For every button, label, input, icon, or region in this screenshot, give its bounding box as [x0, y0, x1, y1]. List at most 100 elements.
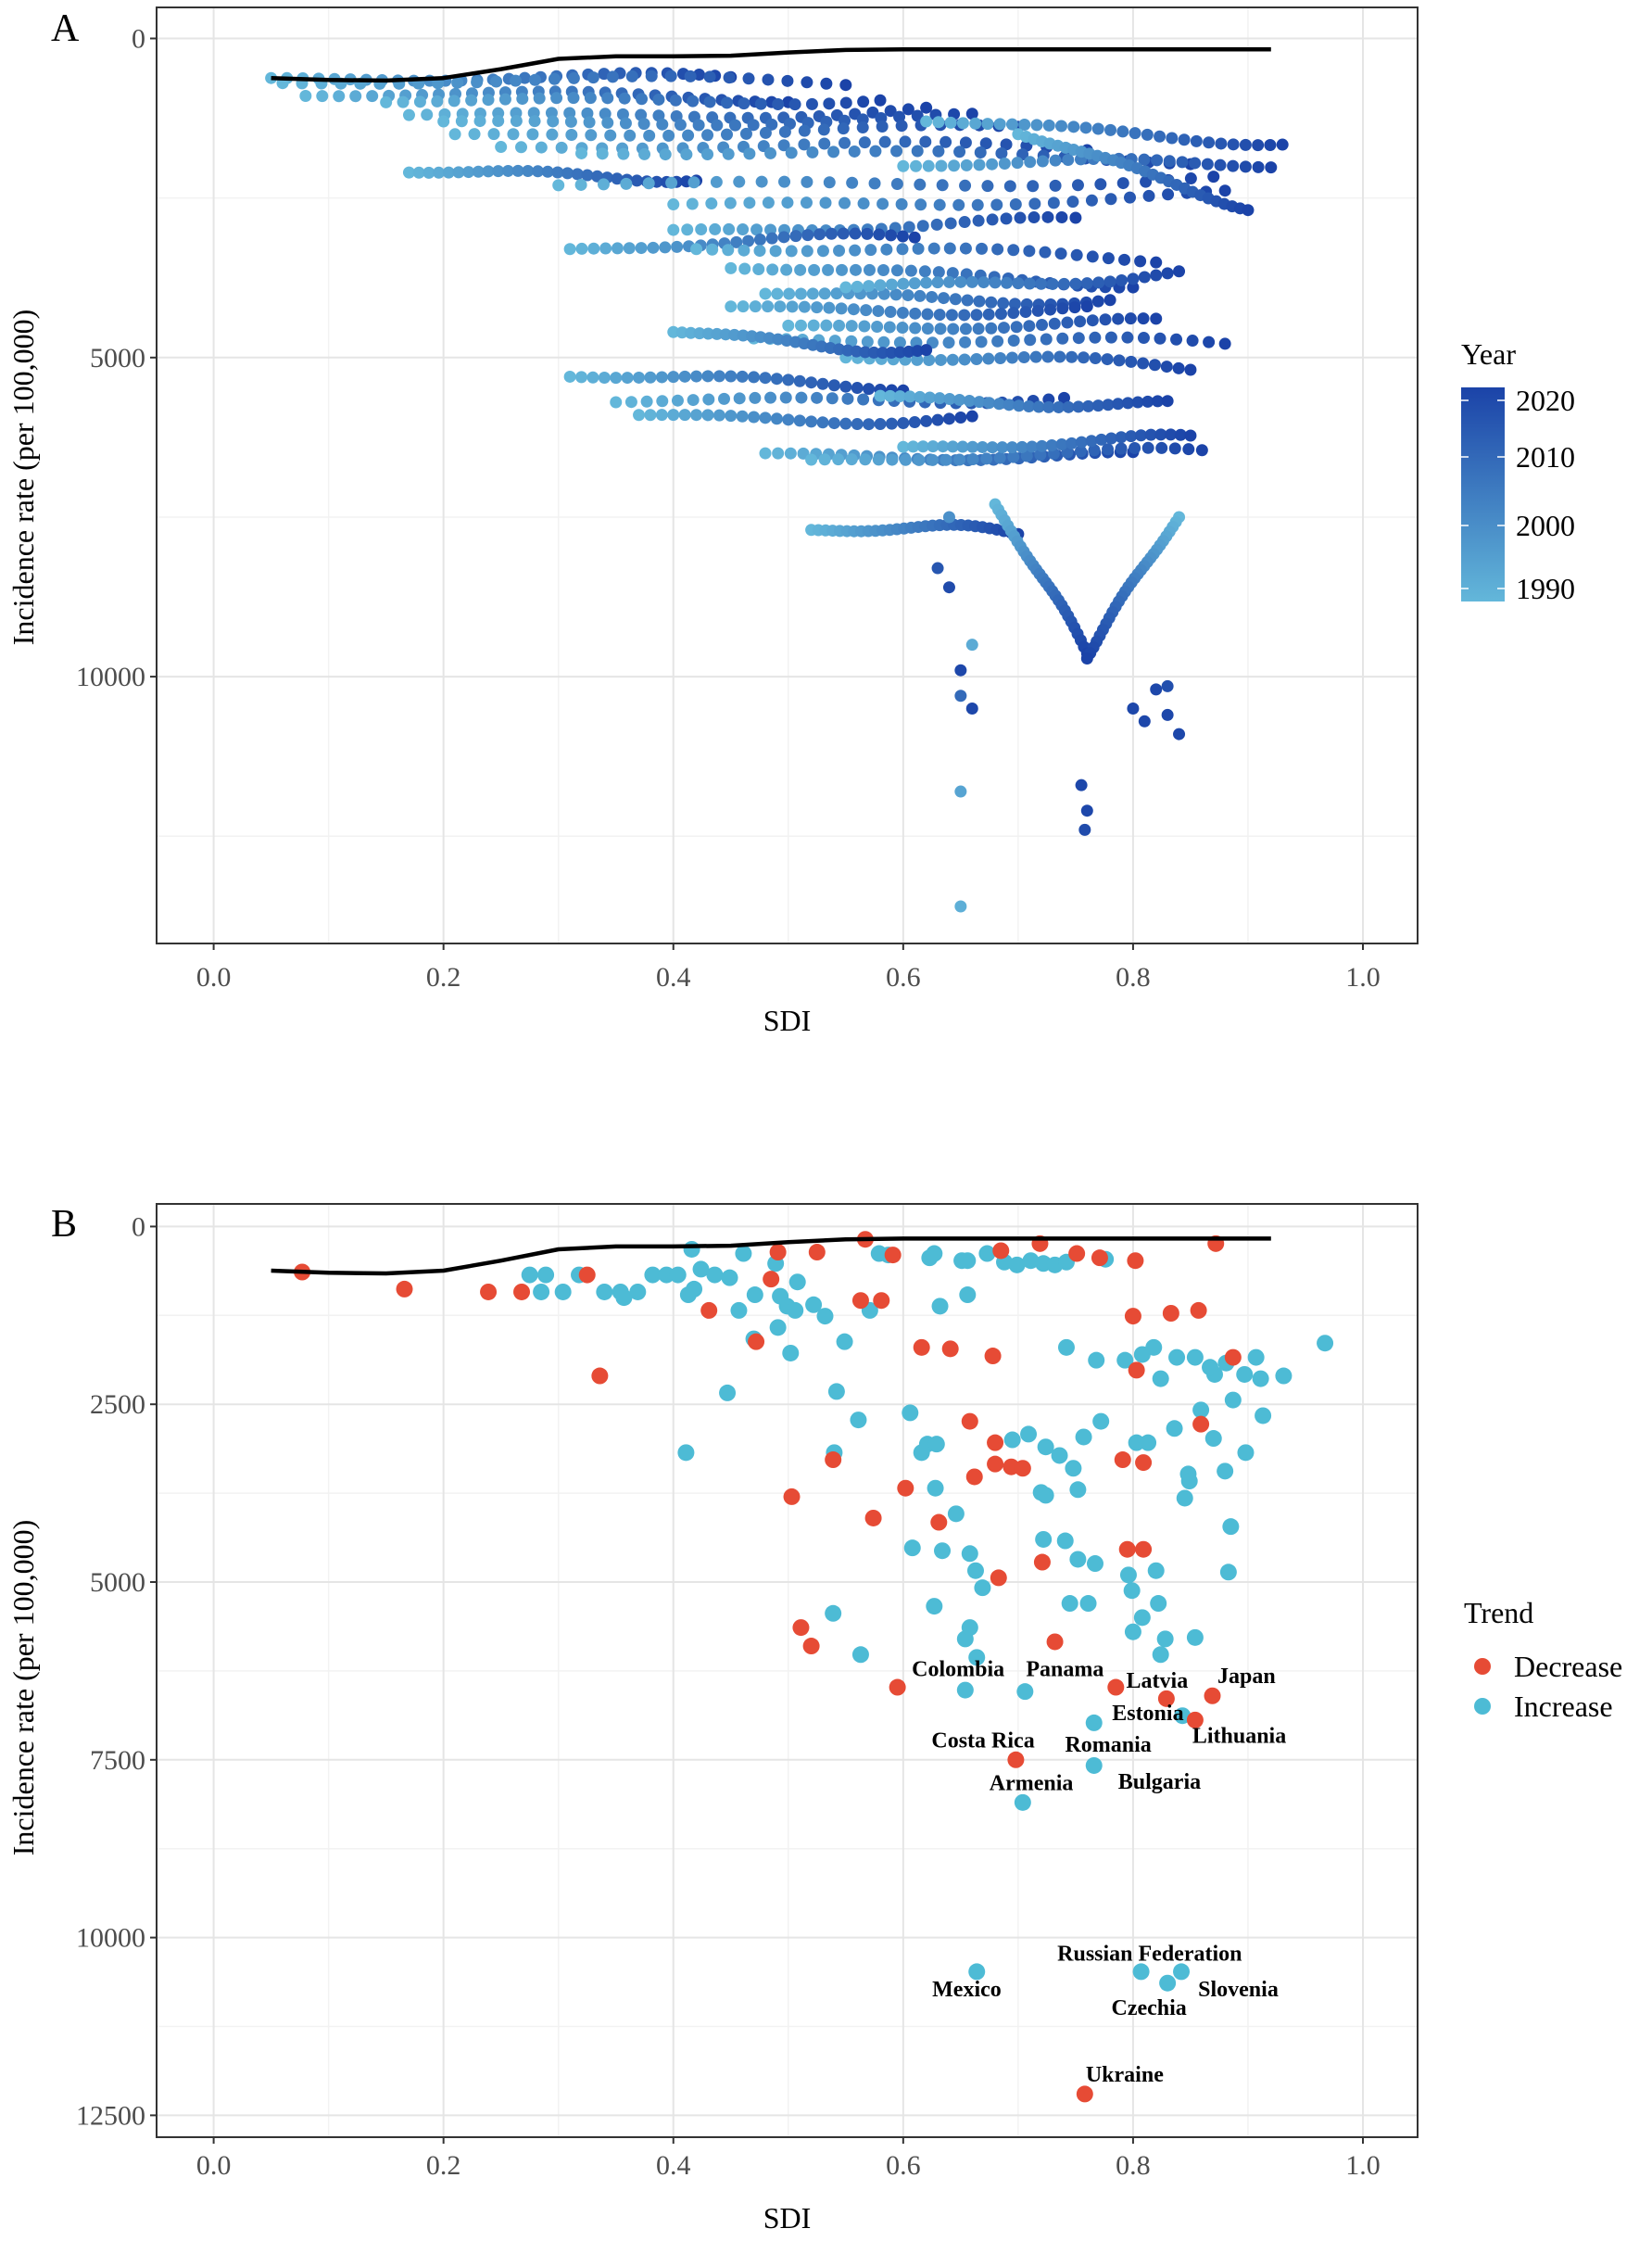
- point-year-2015: [1141, 441, 1154, 454]
- point-year-1996: [701, 147, 714, 160]
- point-year-2003: [531, 165, 544, 178]
- point-year-2008: [1009, 198, 1022, 211]
- point-year-1997: [647, 241, 660, 254]
- point-year-2014: [1125, 355, 1138, 368]
- point-year-2017: [1150, 269, 1163, 282]
- point-year-2006: [652, 93, 665, 106]
- point-decrease: [987, 1455, 1004, 1473]
- point-decrease: [1157, 1690, 1175, 1707]
- point-year-2007: [759, 372, 772, 385]
- point-year-2005: [1012, 277, 1025, 290]
- point-year-1997: [718, 392, 731, 405]
- point-year-2002: [890, 264, 903, 277]
- point-increase: [1037, 1438, 1054, 1456]
- point-year-2002: [1015, 440, 1028, 453]
- point-year-1999: [839, 196, 851, 209]
- point-year-2003: [674, 119, 687, 132]
- point-year-1997: [899, 453, 912, 466]
- point-year-1996: [482, 94, 495, 107]
- point-year-1998: [583, 116, 596, 129]
- point-year-1997: [713, 409, 725, 422]
- point-year-2006: [914, 178, 927, 191]
- point-year-2002: [701, 370, 714, 383]
- point-year-2018: [1078, 823, 1091, 836]
- point-year-2008: [581, 169, 594, 182]
- point-year-2010: [1151, 154, 1164, 167]
- point-year-2003: [914, 198, 927, 211]
- point-year-1994: [671, 394, 684, 407]
- point-year-2007: [827, 417, 840, 430]
- legend-label-decrease: Decrease: [1514, 1650, 1622, 1683]
- point-year-1992: [922, 159, 935, 172]
- point-increase: [669, 1266, 687, 1284]
- point-year-2004: [730, 235, 743, 248]
- point-increase: [903, 1539, 921, 1557]
- point-year-1992: [617, 147, 630, 160]
- point-increase: [686, 1280, 703, 1298]
- country-label: Armenia: [990, 1771, 1074, 1795]
- plot-border: [156, 6, 1419, 944]
- point-year-2009: [878, 135, 891, 148]
- point-year-2001: [983, 397, 996, 410]
- point-increase: [1032, 1484, 1050, 1501]
- point-decrease: [1192, 1415, 1210, 1433]
- point-year-2019: [1161, 708, 1174, 721]
- point-year-1991: [455, 115, 468, 128]
- point-year-2004: [618, 92, 631, 105]
- point-year-1995: [954, 785, 967, 798]
- point-year-2016: [873, 228, 886, 241]
- point-year-1997: [871, 320, 884, 333]
- point-year-2001: [690, 370, 703, 383]
- point-decrease: [769, 1244, 787, 1261]
- point-year-2004: [933, 198, 946, 211]
- point-year-2002: [522, 165, 535, 178]
- point-year-2001: [637, 118, 650, 131]
- point-year-2010: [995, 146, 1008, 159]
- point-increase: [1119, 1566, 1137, 1584]
- point-decrease: [864, 1509, 882, 1526]
- point-year-2018: [1264, 138, 1277, 151]
- y-axis-title: Incidence rate (per 100,000): [6, 310, 40, 645]
- point-year-1991: [624, 396, 637, 409]
- point-year-2000: [764, 391, 777, 404]
- point-year-2006: [748, 371, 761, 384]
- point-year-2019: [1075, 779, 1088, 791]
- point-year-2002: [872, 305, 885, 318]
- point-year-1995: [946, 440, 959, 453]
- point-increase: [1166, 1420, 1183, 1437]
- point-decrease: [984, 1348, 1002, 1365]
- point-year-2016: [1112, 312, 1125, 325]
- point-increase: [1159, 1974, 1177, 1992]
- point-year-1996: [933, 392, 946, 405]
- point-decrease: [965, 1468, 983, 1486]
- point-increase: [1152, 1370, 1169, 1387]
- point-year-1996: [858, 320, 871, 333]
- point-year-2005: [798, 138, 811, 151]
- point-increase: [1202, 1359, 1219, 1376]
- point-year-2012: [939, 135, 952, 148]
- point-year-2019: [1080, 652, 1093, 665]
- point-decrease: [1127, 1252, 1144, 1270]
- point-year-2001: [662, 129, 675, 142]
- point-year-1994: [914, 390, 927, 403]
- point-year-2019: [1127, 281, 1140, 294]
- point-year-1997: [644, 371, 657, 384]
- point-year-2003: [782, 413, 795, 426]
- point-year-2008: [770, 373, 783, 386]
- point-year-2006: [1116, 125, 1129, 138]
- point-year-2010: [970, 309, 983, 322]
- point-year-2019: [920, 101, 933, 114]
- point-increase: [658, 1266, 675, 1284]
- point-year-2015: [1116, 177, 1129, 190]
- point-year-1990: [667, 198, 680, 211]
- point-year-2006: [1029, 350, 1042, 363]
- point-year-1998: [725, 410, 738, 423]
- point-year-2005: [742, 234, 755, 247]
- point-year-2018: [1203, 336, 1216, 348]
- point-year-1990: [402, 166, 415, 179]
- point-year-2002: [934, 323, 947, 336]
- point-increase: [926, 1245, 943, 1262]
- point-year-1995: [845, 320, 858, 333]
- point-year-2003: [994, 352, 1007, 365]
- point-year-1991: [771, 287, 784, 300]
